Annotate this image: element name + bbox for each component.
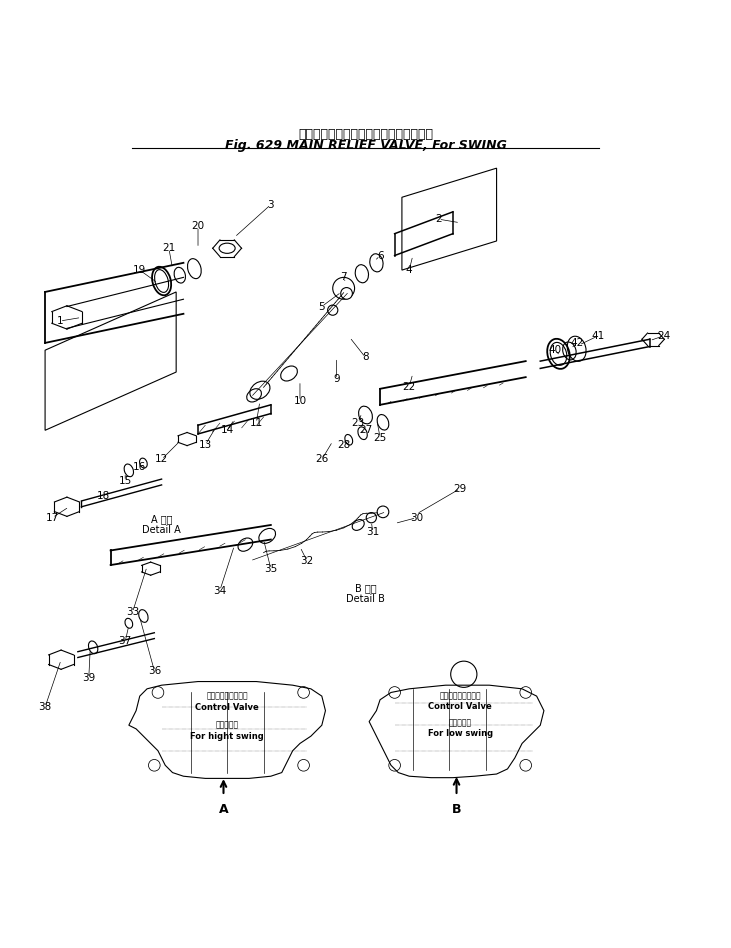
Text: 6: 6 <box>376 250 383 261</box>
Text: For low swing: For low swing <box>428 729 493 738</box>
Text: 5: 5 <box>319 301 325 312</box>
Text: 42: 42 <box>570 337 583 348</box>
Text: 31: 31 <box>366 527 379 538</box>
Text: 18: 18 <box>96 491 110 501</box>
Text: Detail B: Detail B <box>346 594 385 604</box>
Text: Fig. 629 MAIN RELIEF VALVE, For SWING: Fig. 629 MAIN RELIEF VALVE, For SWING <box>224 139 507 152</box>
Text: コントロールバルブ: コントロールバルブ <box>439 691 481 700</box>
Text: 24: 24 <box>657 331 671 340</box>
Text: 13: 13 <box>199 440 212 450</box>
Text: 3: 3 <box>268 200 274 210</box>
Text: 26: 26 <box>315 454 328 465</box>
Text: 35: 35 <box>264 564 278 574</box>
Text: 39: 39 <box>82 673 96 683</box>
Text: 低速旋回用: 低速旋回用 <box>449 719 471 727</box>
Text: 16: 16 <box>133 462 146 472</box>
Text: B 詳細: B 詳細 <box>355 583 376 593</box>
Text: 高速旋回用: 高速旋回用 <box>216 720 239 730</box>
Text: 10: 10 <box>293 396 306 406</box>
Text: 14: 14 <box>221 426 234 435</box>
Text: 21: 21 <box>162 244 175 253</box>
Text: 22: 22 <box>403 382 416 392</box>
Text: 27: 27 <box>359 426 372 435</box>
Text: 17: 17 <box>46 513 59 522</box>
Text: 33: 33 <box>126 608 139 617</box>
Text: 36: 36 <box>148 665 161 676</box>
Text: 32: 32 <box>300 556 314 566</box>
Text: 41: 41 <box>592 331 605 340</box>
Text: 25: 25 <box>374 432 387 443</box>
Text: 19: 19 <box>133 265 146 275</box>
Text: 40: 40 <box>548 345 561 356</box>
Text: メイン　リリーフ　バルブ、旋　回　用: メイン リリーフ バルブ、旋 回 用 <box>298 128 433 141</box>
Text: 20: 20 <box>192 222 205 231</box>
Text: Detail A: Detail A <box>143 525 181 535</box>
Text: 29: 29 <box>453 483 467 494</box>
Text: A: A <box>219 803 228 816</box>
Text: 4: 4 <box>406 265 412 275</box>
Text: 11: 11 <box>250 418 263 428</box>
Text: Control Valve: Control Valve <box>195 702 259 712</box>
Circle shape <box>377 506 389 518</box>
Text: A 詳細: A 詳細 <box>151 514 173 524</box>
Text: 30: 30 <box>410 513 423 522</box>
Text: 7: 7 <box>341 272 347 283</box>
Text: 1: 1 <box>56 316 63 326</box>
Text: 9: 9 <box>333 374 340 384</box>
Circle shape <box>341 287 352 300</box>
Text: Control Valve: Control Valve <box>428 702 492 711</box>
Text: 2: 2 <box>435 214 442 224</box>
Text: 38: 38 <box>39 702 52 712</box>
Text: 8: 8 <box>362 353 369 362</box>
Text: コントロールバルブ: コントロールバルブ <box>206 692 248 701</box>
Text: 15: 15 <box>118 476 132 486</box>
Text: 23: 23 <box>352 418 365 428</box>
Text: 28: 28 <box>337 440 350 450</box>
Text: B: B <box>452 803 461 816</box>
Text: 34: 34 <box>213 586 227 595</box>
Text: 37: 37 <box>118 636 132 647</box>
Text: 12: 12 <box>155 454 168 465</box>
Text: For hight swing: For hight swing <box>190 732 264 740</box>
